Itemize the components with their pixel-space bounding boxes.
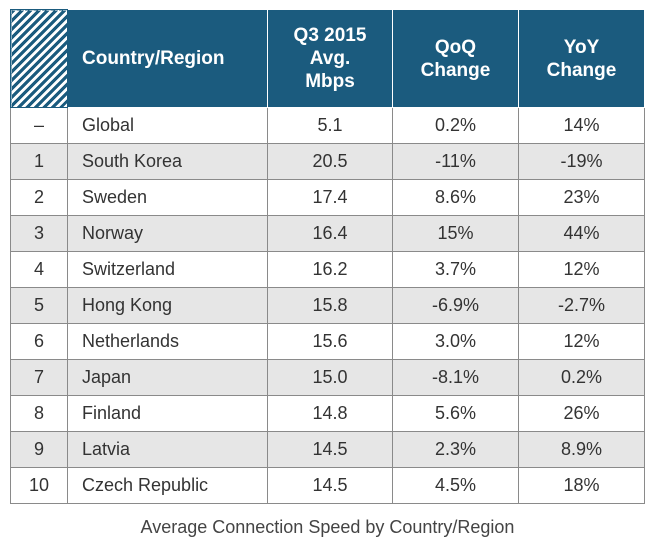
country-cell: Switzerland <box>67 251 268 288</box>
country-cell: Hong Kong <box>67 287 268 324</box>
qoq-cell: 3.0% <box>392 323 519 360</box>
mbps-cell: 14.5 <box>267 467 393 504</box>
table-body: – Global 5.1 0.2% 14% 1 South Korea 20.5 -11% -19… <box>10 107 645 504</box>
yoy-cell: 14% <box>518 107 645 144</box>
header-speed-line-1: Q3 2015 <box>293 25 367 46</box>
rank-cell: 9 <box>10 431 68 468</box>
header-speed: Q3 2015 Avg. Mbps <box>267 9 393 108</box>
country-cell: Latvia <box>67 431 268 468</box>
header-row: Country/Region Q3 2015 Avg. Mbps QoQ Cha… <box>10 9 645 108</box>
mbps-cell: 14.8 <box>267 395 393 432</box>
mbps-cell: 15.6 <box>267 323 393 360</box>
header-yoy: YoY Change <box>518 9 645 108</box>
rank-cell: 4 <box>10 251 68 288</box>
qoq-cell: 2.3% <box>392 431 519 468</box>
rank-cell: – <box>10 107 68 144</box>
table-row: 10 Czech Republic 14.5 4.5% 18% <box>10 467 645 504</box>
header-qoq-line-1: QoQ <box>434 36 477 58</box>
country-cell: Netherlands <box>67 323 268 360</box>
speed-table-container: Country/Region Q3 2015 Avg. Mbps QoQ Cha… <box>10 9 645 504</box>
header-yoy-line-1: YoY <box>563 36 600 58</box>
rank-cell: 2 <box>10 179 68 216</box>
table-row: 4 Switzerland 16.2 3.7% 12% <box>10 251 645 288</box>
table-row: – Global 5.1 0.2% 14% <box>10 107 645 144</box>
country-cell: Czech Republic <box>67 467 268 504</box>
hatch-corner-cell <box>10 9 68 108</box>
yoy-cell: 23% <box>518 179 645 216</box>
yoy-cell: 0.2% <box>518 359 645 396</box>
yoy-cell: -19% <box>518 143 645 180</box>
rank-cell: 3 <box>10 215 68 252</box>
rank-cell: 6 <box>10 323 68 360</box>
header-qoq: QoQ Change <box>392 9 519 108</box>
mbps-cell: 15.0 <box>267 359 393 396</box>
table-row: 1 South Korea 20.5 -11% -19% <box>10 143 645 180</box>
qoq-cell: 3.7% <box>392 251 519 288</box>
qoq-cell: -11% <box>392 143 519 180</box>
mbps-cell: 16.4 <box>267 215 393 252</box>
table-row: 9 Latvia 14.5 2.3% 8.9% <box>10 431 645 468</box>
yoy-cell: -2.7% <box>518 287 645 324</box>
mbps-cell: 17.4 <box>267 179 393 216</box>
table-row: 6 Netherlands 15.6 3.0% 12% <box>10 323 645 360</box>
qoq-cell: 4.5% <box>392 467 519 504</box>
rank-cell: 8 <box>10 395 68 432</box>
qoq-cell: 15% <box>392 215 519 252</box>
table-row: 5 Hong Kong 15.8 -6.9% -2.7% <box>10 287 645 324</box>
yoy-cell: 26% <box>518 395 645 432</box>
qoq-cell: 5.6% <box>392 395 519 432</box>
header-speed-line-2: Avg. <box>309 48 351 69</box>
mbps-cell: 15.8 <box>267 287 393 324</box>
header-yoy-line-2: Change <box>546 59 617 81</box>
qoq-cell: -8.1% <box>392 359 519 396</box>
yoy-cell: 44% <box>518 215 645 252</box>
table-row: 3 Norway 16.4 15% 44% <box>10 215 645 252</box>
rank-cell: 10 <box>10 467 68 504</box>
yoy-cell: 12% <box>518 323 645 360</box>
mbps-cell: 14.5 <box>267 431 393 468</box>
country-cell: Sweden <box>67 179 268 216</box>
country-cell: Global <box>67 107 268 144</box>
rank-cell: 5 <box>10 287 68 324</box>
mbps-cell: 20.5 <box>267 143 393 180</box>
table-caption: Average Connection Speed by Country/Regi… <box>140 517 515 537</box>
header-qoq-line-2: Change <box>420 59 491 81</box>
country-cell: Finland <box>67 395 268 432</box>
rank-cell: 7 <box>10 359 68 396</box>
header-speed-line-3: Mbps <box>305 71 355 92</box>
speed-table: Country/Region Q3 2015 Avg. Mbps QoQ Cha… <box>10 9 645 504</box>
yoy-cell: 12% <box>518 251 645 288</box>
mbps-cell: 5.1 <box>267 107 393 144</box>
mbps-cell: 16.2 <box>267 251 393 288</box>
yoy-cell: 8.9% <box>518 431 645 468</box>
qoq-cell: 8.6% <box>392 179 519 216</box>
qoq-cell: -6.9% <box>392 287 519 324</box>
table-row: 2 Sweden 17.4 8.6% 23% <box>10 179 645 216</box>
qoq-cell: 0.2% <box>392 107 519 144</box>
header-country: Country/Region <box>67 9 268 108</box>
country-cell: South Korea <box>67 143 268 180</box>
table-row: 8 Finland 14.8 5.6% 26% <box>10 395 645 432</box>
country-cell: Japan <box>67 359 268 396</box>
country-cell: Norway <box>67 215 268 252</box>
table-row: 7 Japan 15.0 -8.1% 0.2% <box>10 359 645 396</box>
yoy-cell: 18% <box>518 467 645 504</box>
rank-cell: 1 <box>10 143 68 180</box>
